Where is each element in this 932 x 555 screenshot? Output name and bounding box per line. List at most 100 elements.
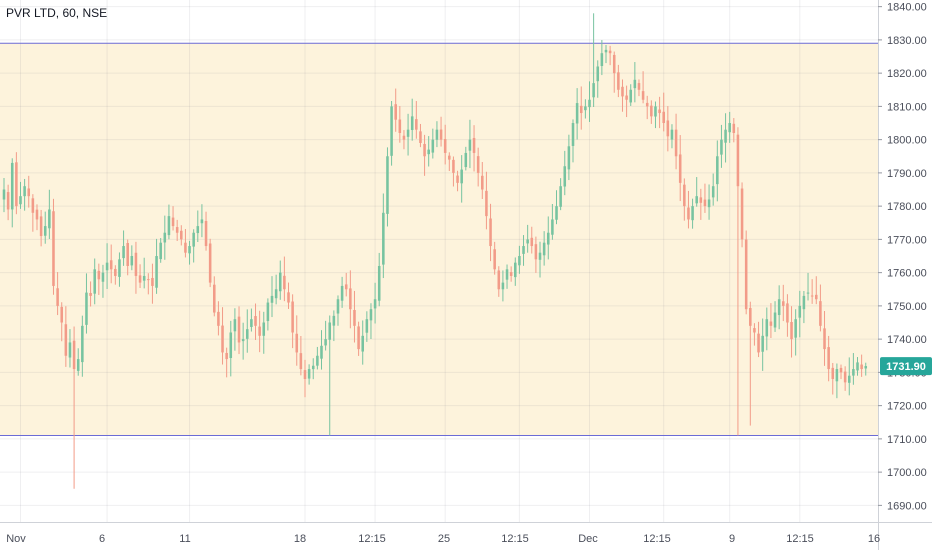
- candle-body: [481, 175, 484, 190]
- candle-body: [802, 295, 806, 310]
- candle-body: [155, 256, 158, 288]
- candle-body: [81, 325, 84, 363]
- candle-body: [27, 188, 31, 197]
- candle-body: [555, 206, 558, 220]
- candle-body: [250, 319, 253, 327]
- candle-body: [493, 249, 496, 270]
- candle-body: [19, 196, 22, 205]
- candle-body: [621, 86, 624, 97]
- candle-body: [56, 288, 59, 306]
- candle-body: [258, 326, 261, 336]
- candle-body: [299, 353, 303, 370]
- candle-body: [48, 209, 51, 229]
- candle-body: [180, 230, 183, 240]
- candle-body: [390, 106, 393, 156]
- candle-body: [386, 156, 389, 214]
- candle-body: [283, 275, 286, 290]
- candle-body: [456, 175, 459, 183]
- candle-body: [204, 220, 208, 247]
- y-tick-label: 1780.00: [887, 201, 927, 213]
- candle-body: [468, 139, 472, 151]
- candle-body: [761, 335, 764, 352]
- candle-body: [720, 139, 723, 155]
- candle-body: [654, 106, 657, 117]
- candle-body: [89, 292, 92, 296]
- candle-body: [35, 209, 39, 220]
- candle-body: [571, 123, 575, 146]
- x-tick-label: 12:15: [501, 533, 529, 545]
- candle-body: [307, 369, 311, 379]
- candle-body: [213, 284, 216, 313]
- candle-body: [23, 186, 26, 197]
- candle-body: [711, 186, 715, 198]
- candle-body: [320, 345, 323, 359]
- candle-body: [460, 169, 463, 184]
- candle-body: [699, 197, 703, 203]
- candle-body: [311, 365, 315, 370]
- candle-body: [650, 105, 653, 117]
- candle-body: [724, 129, 727, 143]
- y-tick-label: 1810.00: [887, 101, 927, 113]
- candle-body: [151, 277, 154, 286]
- candle-body: [266, 302, 270, 322]
- y-tick-label: 1800.00: [887, 135, 927, 147]
- candle-body: [716, 156, 719, 185]
- candle-body: [208, 243, 212, 283]
- candle-body: [534, 244, 538, 260]
- candle-body: [68, 342, 72, 358]
- candle-body: [221, 325, 224, 353]
- candle-body: [278, 272, 282, 292]
- candle-body: [645, 102, 649, 107]
- range-box: [0, 43, 878, 436]
- candle-body: [600, 53, 604, 67]
- candle-body: [551, 219, 554, 235]
- candle-body: [303, 370, 307, 380]
- candle-body: [332, 315, 336, 326]
- candle-body: [6, 192, 10, 210]
- candle-body: [790, 322, 793, 340]
- candle-body: [806, 292, 810, 294]
- candle-body: [254, 316, 257, 326]
- candle-body: [76, 359, 80, 371]
- candle-body: [274, 289, 278, 299]
- y-tick-label: 1840.00: [887, 2, 927, 14]
- candle-body: [773, 312, 777, 328]
- candle-body: [608, 50, 612, 54]
- candle-body: [435, 129, 439, 140]
- candle-body: [501, 282, 505, 290]
- candle-body: [464, 152, 468, 168]
- candle-body: [674, 129, 678, 157]
- candle-body: [567, 146, 571, 170]
- candle-body: [856, 362, 859, 371]
- candle-body: [349, 288, 352, 310]
- candle-body: [744, 239, 748, 310]
- y-tick-label: 1770.00: [887, 234, 927, 246]
- candle-body: [171, 217, 175, 227]
- candle-body: [658, 109, 661, 114]
- candle-body: [472, 137, 476, 153]
- candle-body: [406, 129, 410, 137]
- y-tick-label: 1760.00: [887, 268, 927, 280]
- x-tick-label: 6: [99, 533, 105, 545]
- candle-body: [443, 139, 447, 153]
- candle-body: [270, 295, 274, 303]
- candle-body: [695, 196, 698, 204]
- candle-body: [336, 299, 340, 314]
- candle-body: [105, 262, 109, 271]
- candle-body: [10, 162, 14, 210]
- candle-body: [542, 242, 546, 256]
- candle-body: [415, 119, 418, 130]
- candle-body: [316, 355, 319, 366]
- candle-body: [118, 259, 121, 277]
- y-tick-label: 1790.00: [887, 168, 927, 180]
- candle-body: [847, 375, 851, 383]
- candle-body: [233, 319, 237, 332]
- candle-body: [369, 309, 373, 321]
- candle-body: [245, 329, 249, 339]
- candle-body: [2, 189, 6, 200]
- y-tick-label: 1710.00: [887, 434, 927, 446]
- candle-body: [777, 299, 781, 316]
- candle-body: [769, 321, 773, 326]
- y-tick-label: 1820.00: [887, 68, 927, 80]
